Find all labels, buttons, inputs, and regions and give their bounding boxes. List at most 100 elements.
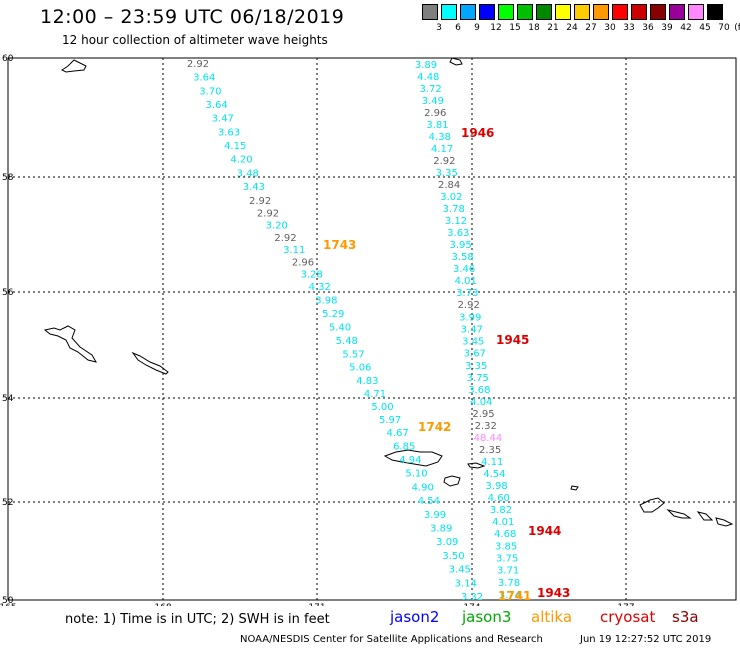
legend-swatch [441, 4, 457, 20]
wave-height-value: 3.89 [430, 524, 452, 535]
legend-swatch [650, 4, 666, 20]
wave-height-value: 4.54 [483, 469, 505, 480]
wave-height-value: 3.85 [495, 541, 517, 552]
wave-height-value: 3.72 [419, 84, 441, 95]
wave-height-value: 5.97 [379, 415, 401, 426]
wave-height-value: 4.67 [386, 428, 408, 439]
wave-height-value: 3.12 [445, 216, 467, 227]
legend-swatch [422, 4, 438, 20]
wave-height-value: 4.20 [230, 155, 252, 166]
wave-height-value: 3.73 [456, 288, 478, 299]
legend-label: 18 [528, 23, 540, 33]
wave-height-value: 3.50 [442, 551, 464, 562]
wave-height-value: 5.48 [336, 336, 358, 347]
legend-label: 3 [436, 23, 442, 33]
wave-height-value: 2.35 [479, 445, 501, 456]
wave-height-value: 2.96 [424, 108, 446, 119]
wave-height-value: 3.70 [199, 86, 221, 97]
lat-label: 58 [2, 173, 14, 183]
pass-time-labels: 1946 1743 1945 1742 1944 1943 1741 [323, 126, 570, 603]
wave-height-value: 4.15 [224, 141, 246, 152]
satellite-label: s3a [672, 608, 699, 626]
legend-swatch [498, 4, 514, 20]
wave-height-value: 3.89 [415, 60, 437, 71]
land-pribilof-coast [449, 57, 463, 66]
wave-height-value: 2.92 [274, 233, 296, 244]
legend-label: 39 [661, 23, 673, 33]
lon-label: 171 [308, 603, 325, 606]
wave-height-value: 5.00 [371, 402, 393, 413]
pass-time-label: 1741 [498, 589, 531, 603]
wave-height-value: 5.40 [329, 323, 351, 334]
wave-height-value: 4.94 [399, 455, 421, 466]
wave-height-value: 3.35 [436, 168, 458, 179]
wave-height-value: 3.20 [266, 221, 288, 232]
wave-height-value: 2.92 [433, 156, 455, 167]
lat-label: 60 [2, 54, 14, 64]
wave-height-value: 3.81 [426, 120, 448, 131]
satellite-label: jason2 [390, 608, 440, 626]
wave-height-value: 3.82 [490, 505, 512, 516]
land-andreanof-islands [570, 485, 734, 527]
lon-label: 165 [0, 603, 17, 606]
wave-height-value: 4.90 [412, 482, 434, 493]
wave-height-value: 4.68 [494, 529, 516, 540]
legend-label: 42 [680, 23, 692, 33]
land-kamchatka-coast [61, 59, 87, 73]
wave-height-value: 2.96 [292, 257, 314, 268]
lon-label: 177 [617, 603, 634, 606]
wave-height-value: 3.28 [301, 270, 323, 281]
wave-height-value: 2.92 [187, 59, 209, 70]
wave-height-value: 48.44 [474, 433, 503, 444]
wave-height-value: 4.38 [429, 132, 451, 143]
pass-time-label: 1945 [496, 333, 529, 347]
legend-label: 70 [718, 23, 730, 33]
wave-height-value: 3.49 [422, 96, 444, 107]
wave-height-value: 3.98 [315, 296, 337, 307]
wave-height-value: 6.85 [393, 441, 415, 452]
satellite-label: jason3 [462, 608, 512, 626]
wave-height-value: 5.06 [349, 363, 371, 374]
wave-height-value: 3.78 [443, 204, 465, 215]
satellite-label: altika [531, 608, 573, 626]
pass-time-label: 1742 [418, 420, 451, 434]
wave-height-value: 4.71 [364, 389, 386, 400]
legend-label: 36 [642, 23, 654, 33]
wave-height-value: 3.09 [436, 537, 458, 548]
wave-height-value: 3.32 [461, 592, 483, 603]
legend-label: 21 [547, 23, 559, 33]
wave-height-value: 2.32 [475, 421, 497, 432]
wave-height-value: 5.29 [322, 309, 344, 320]
wave-height-value: 3.58 [451, 252, 473, 263]
wave-height-value: 3.47 [212, 114, 234, 125]
wave-height-value: 3.63 [218, 127, 240, 138]
legend-label: 33 [623, 23, 635, 33]
legend-swatch [460, 4, 476, 20]
legend-label: 30 [604, 23, 616, 33]
lon-label: 174 [463, 603, 480, 606]
wave-height-value: 2.92 [257, 208, 279, 219]
pass-time-label: 1743 [323, 238, 356, 252]
lat-label: 56 [2, 288, 14, 298]
wave-height-value: 4.60 [488, 493, 510, 504]
legend-unit: (ft) [734, 23, 740, 33]
wave-height-value: 3.98 [485, 481, 507, 492]
page-subtitle: 12 hour collection of altimeter wave hei… [62, 33, 328, 47]
land-rat-islands-a [443, 475, 461, 487]
wave-height-value: 3.75 [467, 373, 489, 384]
legend-swatch [536, 4, 552, 20]
wave-height-value: 3.45 [462, 337, 484, 348]
legend-label: 15 [509, 23, 521, 33]
legend-swatch [593, 4, 609, 20]
wave-height-value: 3.71 [497, 566, 519, 577]
wave-height-value: 4.11 [481, 457, 503, 468]
wave-height-value: 3.68 [468, 385, 490, 396]
wave-height-value: 3.95 [449, 240, 471, 251]
footer-note: note: 1) Time is in UTC; 2) SWH is in fe… [65, 612, 330, 627]
footer-timestamp: Jun 19 12:27:52 UTC 2019 [580, 634, 712, 645]
legend-label: 45 [699, 23, 711, 33]
wave-height-value: 3.64 [205, 100, 227, 111]
legend-swatch [555, 4, 571, 20]
map-frame [7, 57, 737, 601]
land-commander-island-b [131, 351, 169, 375]
